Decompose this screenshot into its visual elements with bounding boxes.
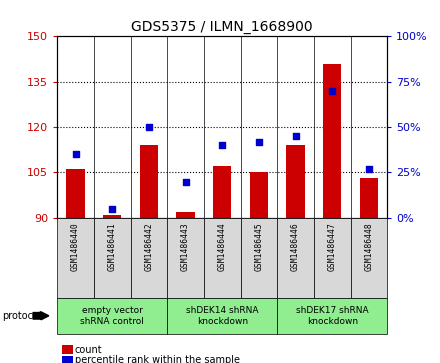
Point [145, 124, 152, 130]
Bar [66, 170, 85, 218]
Bar [360, 179, 378, 218]
Bar [277, 298, 387, 334]
Title: GDS5375 / ILMN_1668900: GDS5375 / ILMN_1668900 [132, 20, 313, 34]
Bar [351, 218, 387, 298]
Text: protocol: protocol [2, 311, 42, 321]
Bar [250, 172, 268, 218]
Text: empty vector
shRNA control: empty vector shRNA control [80, 306, 144, 326]
Bar [241, 218, 277, 298]
Bar [167, 298, 277, 334]
Bar [314, 218, 351, 298]
Bar [103, 215, 121, 218]
Text: GSM1486446: GSM1486446 [291, 222, 300, 270]
Point [292, 133, 299, 139]
Text: percentile rank within the sample: percentile rank within the sample [75, 355, 240, 363]
Bar [277, 218, 314, 298]
Point [182, 179, 189, 184]
Point [329, 88, 336, 94]
Point [72, 151, 79, 157]
Bar [286, 145, 305, 218]
Bar [204, 218, 241, 298]
Text: count: count [75, 344, 103, 355]
Bar [57, 298, 167, 334]
Text: GSM1486447: GSM1486447 [328, 222, 337, 270]
Bar [94, 218, 131, 298]
Text: GSM1486444: GSM1486444 [218, 222, 227, 270]
Text: GSM1486440: GSM1486440 [71, 222, 80, 270]
Bar [176, 212, 195, 218]
Bar [167, 218, 204, 298]
Point [255, 139, 262, 144]
Text: GSM1486445: GSM1486445 [254, 222, 264, 270]
Bar [323, 64, 341, 218]
Point [365, 166, 372, 172]
Text: shDEK14 shRNA
knockdown: shDEK14 shRNA knockdown [186, 306, 258, 326]
Point [109, 206, 116, 212]
Text: shDEK17 shRNA
knockdown: shDEK17 shRNA knockdown [296, 306, 369, 326]
Text: GSM1486448: GSM1486448 [364, 222, 374, 270]
Bar [140, 145, 158, 218]
Bar [57, 218, 94, 298]
Text: GSM1486443: GSM1486443 [181, 222, 190, 270]
Bar [213, 166, 231, 218]
Text: GSM1486442: GSM1486442 [144, 222, 154, 270]
Bar [131, 218, 167, 298]
Point [219, 142, 226, 148]
Text: GSM1486441: GSM1486441 [108, 222, 117, 270]
